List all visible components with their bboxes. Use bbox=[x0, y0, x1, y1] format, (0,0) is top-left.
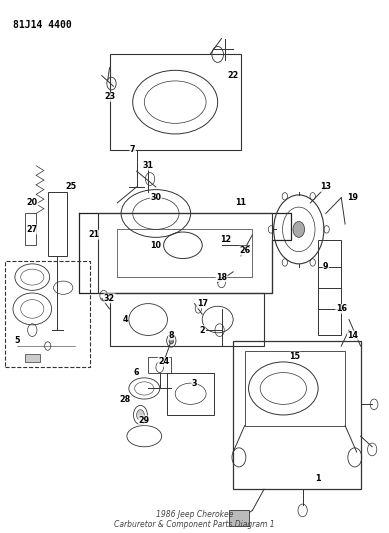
Text: 16: 16 bbox=[336, 304, 347, 313]
Text: 17: 17 bbox=[197, 299, 208, 308]
Bar bbox=[48, 192, 67, 256]
Text: 2: 2 bbox=[200, 326, 205, 335]
Bar bbox=[110, 54, 241, 150]
Text: 15: 15 bbox=[289, 352, 300, 361]
Text: 23: 23 bbox=[104, 92, 115, 101]
Text: 31: 31 bbox=[143, 161, 154, 170]
Text: 21: 21 bbox=[89, 230, 100, 239]
Text: 9: 9 bbox=[323, 262, 329, 271]
Bar bbox=[148, 357, 171, 373]
Text: 4: 4 bbox=[122, 315, 128, 324]
Text: 32: 32 bbox=[104, 294, 115, 303]
Text: 28: 28 bbox=[119, 394, 131, 403]
Bar bbox=[245, 351, 345, 425]
Circle shape bbox=[293, 221, 305, 237]
Text: 25: 25 bbox=[65, 182, 77, 191]
Text: 81J14 4400: 81J14 4400 bbox=[13, 20, 72, 30]
Text: 24: 24 bbox=[158, 358, 169, 367]
Text: 3: 3 bbox=[192, 378, 197, 387]
Bar bbox=[229, 511, 249, 526]
Bar bbox=[117, 229, 252, 277]
Text: 19: 19 bbox=[347, 193, 358, 202]
Bar bbox=[5, 261, 90, 367]
Text: 1: 1 bbox=[315, 474, 321, 483]
Text: 29: 29 bbox=[139, 416, 150, 425]
Bar bbox=[318, 240, 341, 335]
Bar bbox=[25, 214, 36, 245]
Text: 12: 12 bbox=[220, 236, 231, 245]
Circle shape bbox=[137, 410, 144, 420]
Bar bbox=[98, 214, 272, 293]
Bar bbox=[167, 373, 214, 415]
Text: 20: 20 bbox=[27, 198, 38, 207]
Bar bbox=[25, 354, 40, 362]
Text: 14: 14 bbox=[347, 331, 358, 340]
Circle shape bbox=[169, 337, 173, 344]
Text: 22: 22 bbox=[228, 71, 239, 80]
Text: 30: 30 bbox=[151, 193, 161, 202]
Bar bbox=[110, 293, 264, 346]
Text: 8: 8 bbox=[168, 331, 174, 340]
Text: 18: 18 bbox=[216, 272, 227, 281]
Text: 5: 5 bbox=[14, 336, 19, 345]
Text: 6: 6 bbox=[134, 368, 139, 377]
Text: 1986 Jeep Cherokee
Carburetor & Component Parts Diagram 1: 1986 Jeep Cherokee Carburetor & Componen… bbox=[114, 510, 275, 529]
Text: 11: 11 bbox=[235, 198, 246, 207]
Text: 27: 27 bbox=[27, 225, 38, 234]
Text: 7: 7 bbox=[130, 146, 135, 155]
Text: 10: 10 bbox=[151, 241, 161, 250]
Bar bbox=[233, 341, 361, 489]
Text: 26: 26 bbox=[239, 246, 250, 255]
Text: 13: 13 bbox=[320, 182, 331, 191]
